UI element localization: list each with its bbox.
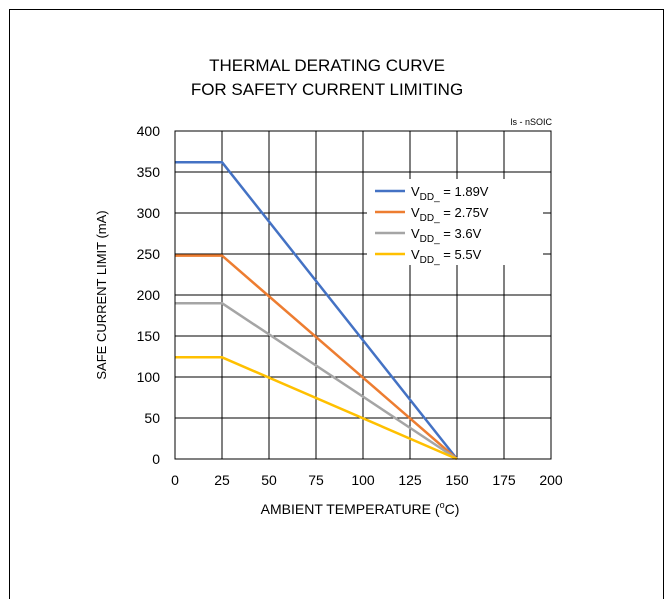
series-line-1 <box>175 254 458 460</box>
x-axis-label-suffix: C) <box>445 501 460 517</box>
x-axis-label-prefix: AMBIENT TEMPERATURE ( <box>261 501 440 517</box>
y-tick-label-2: 100 <box>137 369 161 385</box>
x-tick-label-3: 75 <box>308 472 324 488</box>
chart-title-line-2: FOR SAFETY CURRENT LIMITING <box>191 80 463 99</box>
legend-box <box>367 179 543 265</box>
y-tick-label-3: 150 <box>137 328 161 344</box>
y-tick-label-5: 250 <box>137 246 161 262</box>
y-tick-label-4: 200 <box>137 287 161 303</box>
x-tick-label-7: 175 <box>492 472 516 488</box>
legend: VDD_ = 1.89V VDD_ = 2.75V VDD_ = 3.6V VDD_ … <box>367 179 543 266</box>
x-tick-labels: 0 25 50 75 100 125 150 175 200 <box>171 472 563 488</box>
series-line-2 <box>175 301 458 461</box>
y-tick-label-0: 0 <box>152 451 160 467</box>
x-tick-label-8: 200 <box>539 472 563 488</box>
x-tick-label-2: 50 <box>261 472 277 488</box>
y-tick-label-6: 300 <box>137 205 161 221</box>
x-tick-label-0: 0 <box>171 472 179 488</box>
x-tick-label-5: 125 <box>398 472 422 488</box>
legend-label-2: VDD_ = 3.6V <box>411 226 482 245</box>
chart-title: THERMAL DERATING CURVE FOR SAFETY CURREN… <box>191 56 463 99</box>
legend-label-3: VDD_ = 5.5V <box>411 247 482 266</box>
series-line-3 <box>175 356 458 461</box>
y-tick-label-1: 50 <box>144 410 160 426</box>
legend-label-0: VDD_ = 1.89V <box>411 184 489 203</box>
y-tick-labels: 0 50 100 150 200 250 300 350 400 <box>137 123 161 467</box>
series-line-0 <box>175 160 458 460</box>
legend-label-1: VDD_ = 2.75V <box>411 205 489 224</box>
series-lines <box>175 160 458 461</box>
x-axis-label: AMBIENT TEMPERATURE (oC) <box>261 500 460 517</box>
figure-frame <box>9 9 664 599</box>
x-tick-label-4: 100 <box>351 472 375 488</box>
plot-area-border <box>174 130 552 460</box>
y-tick-label-7: 350 <box>137 164 161 180</box>
x-tick-label-6: 150 <box>445 472 469 488</box>
y-tick-label-8: 400 <box>137 123 161 139</box>
x-tick-label-1: 25 <box>214 472 230 488</box>
x-axis-label-degree: o <box>440 500 445 510</box>
y-axis-label: SAFE CURRENT LIMIT (mA) <box>94 210 109 379</box>
chart-title-line-1: THERMAL DERATING CURVE <box>209 56 445 75</box>
chart-annotation: ls - nSOIC <box>510 117 552 127</box>
